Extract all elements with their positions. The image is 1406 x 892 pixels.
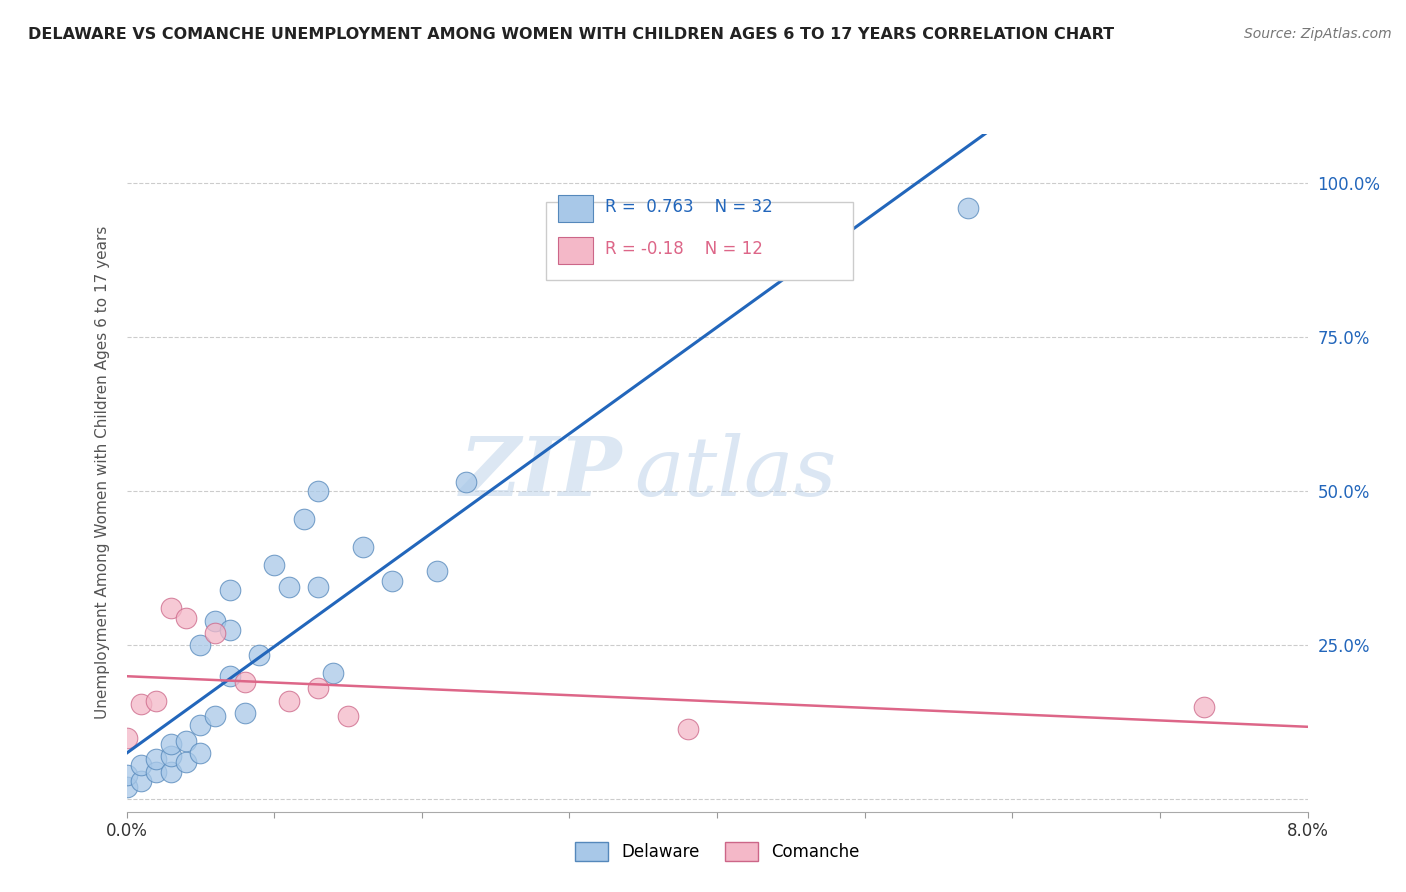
Point [145, 694, 167, 708]
Point [145, 752, 167, 766]
Point [129, 697, 153, 711]
Point [307, 681, 329, 696]
Point [188, 638, 211, 652]
Point [263, 558, 285, 573]
Point [160, 737, 183, 751]
Y-axis label: Unemployment Among Women with Children Ages 6 to 17 years: Unemployment Among Women with Children A… [94, 226, 110, 720]
Point [278, 694, 301, 708]
Point [174, 734, 197, 748]
Text: ZIP: ZIP [460, 433, 623, 513]
Text: R =  0.763    N = 32: R = 0.763 N = 32 [605, 198, 773, 216]
Point [115, 768, 138, 782]
Point [676, 722, 699, 736]
Point [292, 512, 315, 526]
Legend: Delaware, Comanche: Delaware, Comanche [568, 835, 866, 868]
Point [219, 669, 242, 683]
Point [454, 475, 477, 489]
Bar [558, 237, 593, 264]
Point [219, 623, 242, 637]
Point [956, 201, 979, 215]
Point [145, 764, 167, 779]
Point [204, 614, 226, 628]
Text: Source: ZipAtlas.com: Source: ZipAtlas.com [1244, 27, 1392, 41]
Point [204, 626, 226, 640]
Bar [558, 194, 593, 222]
Point [278, 580, 301, 594]
Point [129, 758, 153, 772]
Point [160, 749, 183, 764]
Point [337, 709, 360, 723]
Point [115, 731, 138, 745]
FancyBboxPatch shape [546, 202, 853, 279]
Point [233, 706, 256, 720]
Point [174, 756, 197, 770]
Point [247, 648, 270, 662]
Point [129, 773, 153, 788]
Point [160, 601, 183, 615]
Point [219, 582, 242, 597]
Point [233, 675, 256, 690]
Point [160, 764, 183, 779]
Point [204, 709, 226, 723]
Point [1192, 700, 1215, 714]
Point [307, 484, 329, 499]
Point [188, 746, 211, 760]
Point [115, 780, 138, 794]
Point [381, 574, 404, 588]
Point [322, 666, 344, 681]
Point [174, 610, 197, 624]
Text: R = -0.18    N = 12: R = -0.18 N = 12 [605, 240, 762, 258]
Text: atlas: atlas [634, 433, 837, 513]
Point [307, 580, 329, 594]
Text: DELAWARE VS COMANCHE UNEMPLOYMENT AMONG WOMEN WITH CHILDREN AGES 6 TO 17 YEARS C: DELAWARE VS COMANCHE UNEMPLOYMENT AMONG … [28, 27, 1114, 42]
Point [188, 718, 211, 732]
Point [352, 540, 374, 554]
Point [425, 565, 447, 579]
